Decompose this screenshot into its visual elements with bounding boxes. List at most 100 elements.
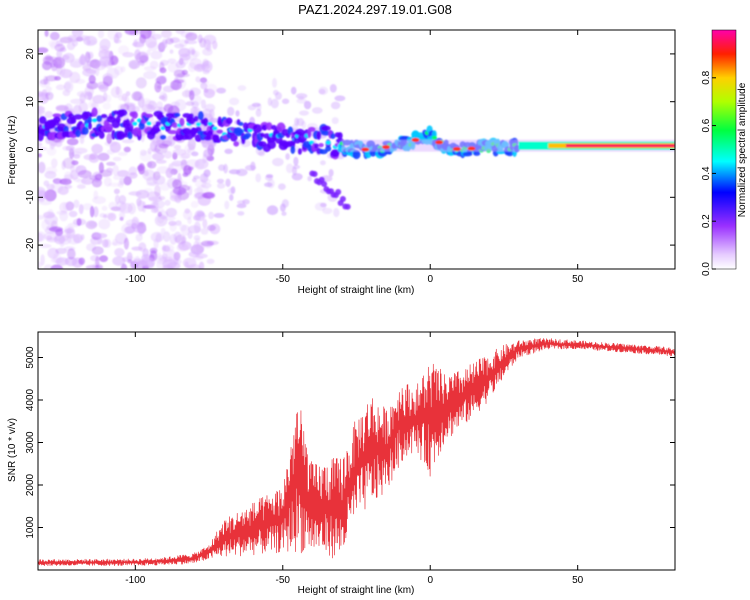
spectrogram-noise-cell — [104, 212, 115, 219]
spectrogram-noise-cell — [196, 211, 205, 217]
spectrogram-noise-cell — [236, 203, 247, 209]
spectrogram-noise-cell — [103, 176, 112, 187]
spectrogram-ridge-cell — [87, 116, 92, 124]
spectrogram-noise-cell — [123, 226, 135, 234]
spectrogram-noise-cell — [146, 104, 153, 110]
spectrogram-noise-cell — [71, 160, 79, 166]
spectrogram-noise-cell — [93, 190, 99, 200]
spectrogram-noise-cell — [93, 206, 99, 218]
spectrogram-noise-cell — [156, 101, 163, 109]
spectrogram-noise-cell — [38, 161, 46, 174]
snr-ylabel: SNR (10 * v/v) — [7, 418, 18, 482]
spectrogram-noise-cell — [38, 142, 43, 147]
spectrogram-noise-cell — [95, 256, 100, 268]
spectrogram-ridge-peak — [325, 140, 331, 145]
spectrogram-ridge-cell — [297, 148, 302, 155]
spectrogram-noise-cell — [73, 199, 80, 209]
spectrogram-noise-cell — [280, 203, 286, 212]
spectrogram-noise-cell — [73, 164, 81, 171]
spectrogram-noise-cell — [98, 162, 104, 174]
spectrogram-noise-cell — [161, 30, 172, 39]
spectrogram-noise-cell — [59, 178, 72, 185]
spectrogram-ridge-peak — [382, 145, 390, 150]
spectrogram-xtick-label: -50 — [276, 274, 291, 285]
spectrogram-noise-cell — [244, 164, 257, 171]
spectrogram-noise-cell — [79, 92, 86, 104]
spectrogram-noise-cell — [175, 60, 186, 69]
spectrogram-noise-cell — [201, 108, 213, 119]
spectrogram-noise-cell — [91, 246, 104, 255]
spectrogram-noise-cell — [43, 264, 54, 269]
spectrogram-noise-cell — [320, 160, 326, 166]
spectrogram-noise-cell — [208, 117, 219, 123]
snr-xtick-label: 0 — [427, 575, 433, 586]
spectrogram-noise-cell — [255, 108, 262, 117]
spectrogram-noise-cell — [73, 147, 88, 154]
spectrogram-noise-cell — [225, 178, 231, 187]
spectrogram-noise-cell — [63, 82, 72, 90]
spectrogram-noise-cell — [165, 167, 173, 179]
spectrogram-noise-cell — [328, 169, 334, 177]
spectrogram-noise-cell — [154, 184, 161, 197]
spectrogram-noise-cell — [119, 177, 125, 186]
spectrogram-noise-cell — [163, 150, 173, 159]
snr-ticks: -100 -50 0 50 1000 2000 3000 4000 5000 — [25, 332, 675, 586]
spectrogram-noise-cell — [297, 96, 305, 101]
snr-ytick-label: 4000 — [25, 388, 36, 411]
snr-frame — [37, 331, 676, 571]
spectrogram-noise-cell — [39, 200, 52, 206]
spectrogram-noise-cell — [111, 241, 123, 246]
spectrogram-ridge-cell — [271, 125, 277, 130]
spectrogram-noise-cell — [203, 191, 216, 199]
spectrogram-noise-cell — [164, 199, 171, 206]
spectrogram-ridge-cell — [96, 115, 103, 123]
spectrogram-noise-cell — [202, 48, 213, 56]
spectrogram-noise-cell — [53, 56, 66, 69]
spectrogram-noise-cell — [301, 120, 307, 130]
spectrogram-ridge-peak — [212, 126, 218, 131]
spectrogram-noise-cell — [138, 163, 146, 175]
spectrogram-ridge-cell — [319, 149, 328, 155]
spectrogram-ridge-cell — [116, 130, 126, 140]
spectrogram-noise-cell — [67, 34, 78, 43]
spectrogram-noise-cell — [84, 91, 93, 100]
spectrogram-noise-cell — [122, 52, 135, 58]
spectrogram-noise-cell — [62, 54, 70, 60]
spectrogram-ridge-cell — [39, 116, 47, 124]
spectrogram-noise-cell — [285, 163, 294, 174]
spectrogram-noise-cell — [88, 100, 97, 109]
colorbar-tick-label: 0.4 — [701, 166, 712, 180]
spectrogram-noise-cell — [131, 91, 143, 101]
spectrogram-ridge-cell — [104, 123, 114, 133]
spectrogram-noise-cell — [139, 30, 152, 39]
spectrogram-noise-cell — [82, 65, 92, 72]
spectrogram-noise-cell — [229, 97, 240, 106]
spectrogram-noise-cell — [322, 207, 333, 215]
spectrogram-ridge-cell — [307, 126, 316, 132]
spectrogram-noise-cell — [52, 252, 62, 264]
spectrogram-noise-cell — [85, 264, 100, 269]
spectrogram-noise-cell — [189, 90, 195, 101]
spectrogram-ridge-cell — [151, 128, 161, 133]
spectrogram-noise-cell — [165, 37, 174, 45]
spectrogram-noise-cell — [102, 239, 109, 248]
spectrogram-noise-cell — [78, 257, 85, 265]
spectrogram-noise-cell — [158, 196, 166, 201]
spectrogram-noise-cell — [44, 30, 49, 37]
spectrogram-noise-cell — [97, 236, 103, 246]
spectrogram-noise-cell — [275, 91, 282, 100]
spectrogram-noise-cell — [191, 101, 199, 109]
spectrogram-noise-cell — [137, 200, 146, 212]
spectrogram-noise-cell — [191, 151, 199, 157]
spectrogram-noise-cell — [224, 148, 233, 154]
spectrogram-noise-cell — [38, 190, 47, 199]
spectrogram-ridge-cell — [233, 141, 240, 147]
spectrogram-noise-cell — [299, 110, 309, 116]
spectrogram-ridge-cell — [314, 143, 319, 149]
spectrogram-noise-cell — [65, 145, 75, 151]
spectrogram-ridge-cell — [167, 130, 178, 135]
spectrogram-noise-cell — [227, 106, 235, 116]
spectrogram-ridge-cell — [171, 122, 178, 128]
spectrogram-noise-cell — [174, 43, 185, 49]
spectrogram-noise-cell — [124, 30, 138, 36]
